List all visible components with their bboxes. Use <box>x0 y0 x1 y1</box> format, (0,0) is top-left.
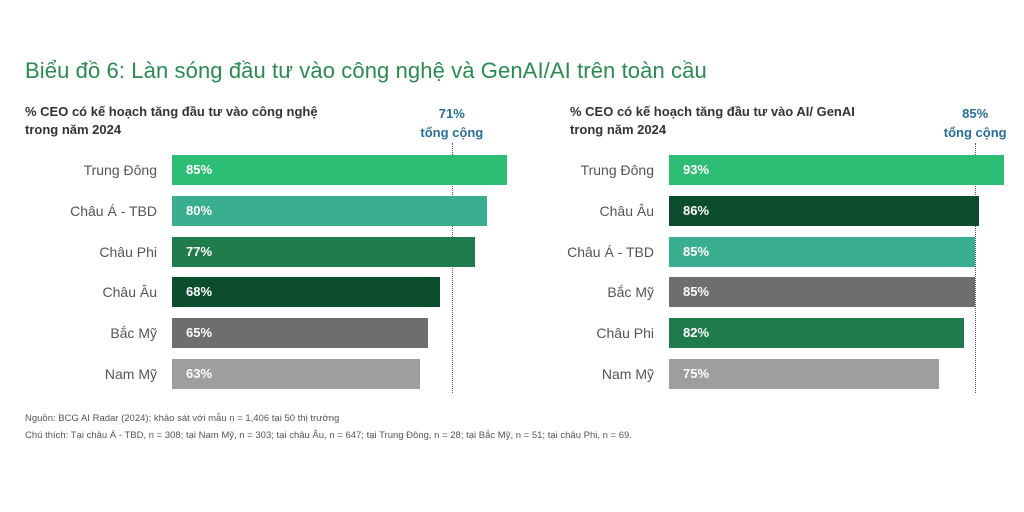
bar-value-label: 85% <box>683 284 710 300</box>
bar <box>669 236 976 267</box>
bar-value-label: 85% <box>683 243 710 259</box>
panel-subtitle: % CEO có kế hoạch tăng đầu tư vào AI/ Ge… <box>570 103 900 139</box>
panel-subtitle: % CEO có kế hoạch tăng đầu tư vào công n… <box>25 103 355 139</box>
average-line <box>975 143 977 393</box>
bar <box>669 359 940 389</box>
bar <box>172 318 429 349</box>
category-label: Nam Mỹ <box>601 366 654 382</box>
bar <box>172 236 476 267</box>
category-label: Châu Phi <box>99 243 157 260</box>
panel-subtitle-line2: trong năm 2024 <box>25 122 122 137</box>
bar-value-label: 75% <box>683 366 710 381</box>
bar-value-label: 80% <box>186 202 213 218</box>
bar-value-label: 82% <box>683 325 710 341</box>
bar-value-label: 65% <box>186 325 213 341</box>
panel-subtitle-line1: % CEO có kế hoạch tăng đầu tư vào công n… <box>25 104 318 119</box>
category-label: Châu Âu <box>599 202 654 219</box>
bar <box>172 277 440 308</box>
bar <box>172 195 488 226</box>
footnote-source: Nguồn: BCG AI Radar (2024); khảo sát với… <box>25 413 340 424</box>
average-line <box>451 143 453 393</box>
bar <box>669 318 965 349</box>
bar-value-label: 68% <box>186 284 213 300</box>
average-label: 85% tổng cộng <box>944 104 1007 142</box>
category-label: Châu Á - TBD <box>567 243 654 260</box>
bar <box>172 359 421 389</box>
category-label: Trung Đông <box>580 162 654 178</box>
bar <box>172 155 507 185</box>
bar-value-label: 63% <box>186 366 213 381</box>
panel-subtitle-line2: trong năm 2024 <box>570 122 667 137</box>
bar-value-label: 77% <box>186 243 213 259</box>
category-label: Châu Á - TBD <box>70 202 157 219</box>
average-value: 71% <box>438 106 465 121</box>
category-label: Trung Đông <box>83 162 157 178</box>
bar <box>669 195 979 226</box>
bar-value-label: 86% <box>683 202 710 218</box>
category-label: Bắc Mỹ <box>110 325 157 342</box>
category-label: Nam Mỹ <box>104 366 157 382</box>
chart-title: Biểu đồ 6: Làn sóng đầu tư vào công nghệ… <box>25 58 707 83</box>
average-text: tổng cộng <box>943 125 1007 140</box>
bar <box>669 155 1004 185</box>
average-value: 85% <box>962 106 989 121</box>
category-label: Châu Âu <box>102 284 157 301</box>
footnote-note: Chú thích: Tại châu Á - TBD, n = 308; tạ… <box>25 430 632 441</box>
average-text: tổng cộng <box>420 125 484 140</box>
category-label: Châu Phi <box>596 325 654 342</box>
average-label: 71% tổng cộng <box>420 104 483 142</box>
bar <box>669 277 976 308</box>
category-label: Bắc Mỹ <box>607 284 654 301</box>
panel-subtitle-line1: % CEO có kế hoạch tăng đầu tư vào AI/ Ge… <box>570 104 855 119</box>
bar-value-label: 85% <box>186 162 213 177</box>
bar-value-label: 93% <box>683 162 710 177</box>
